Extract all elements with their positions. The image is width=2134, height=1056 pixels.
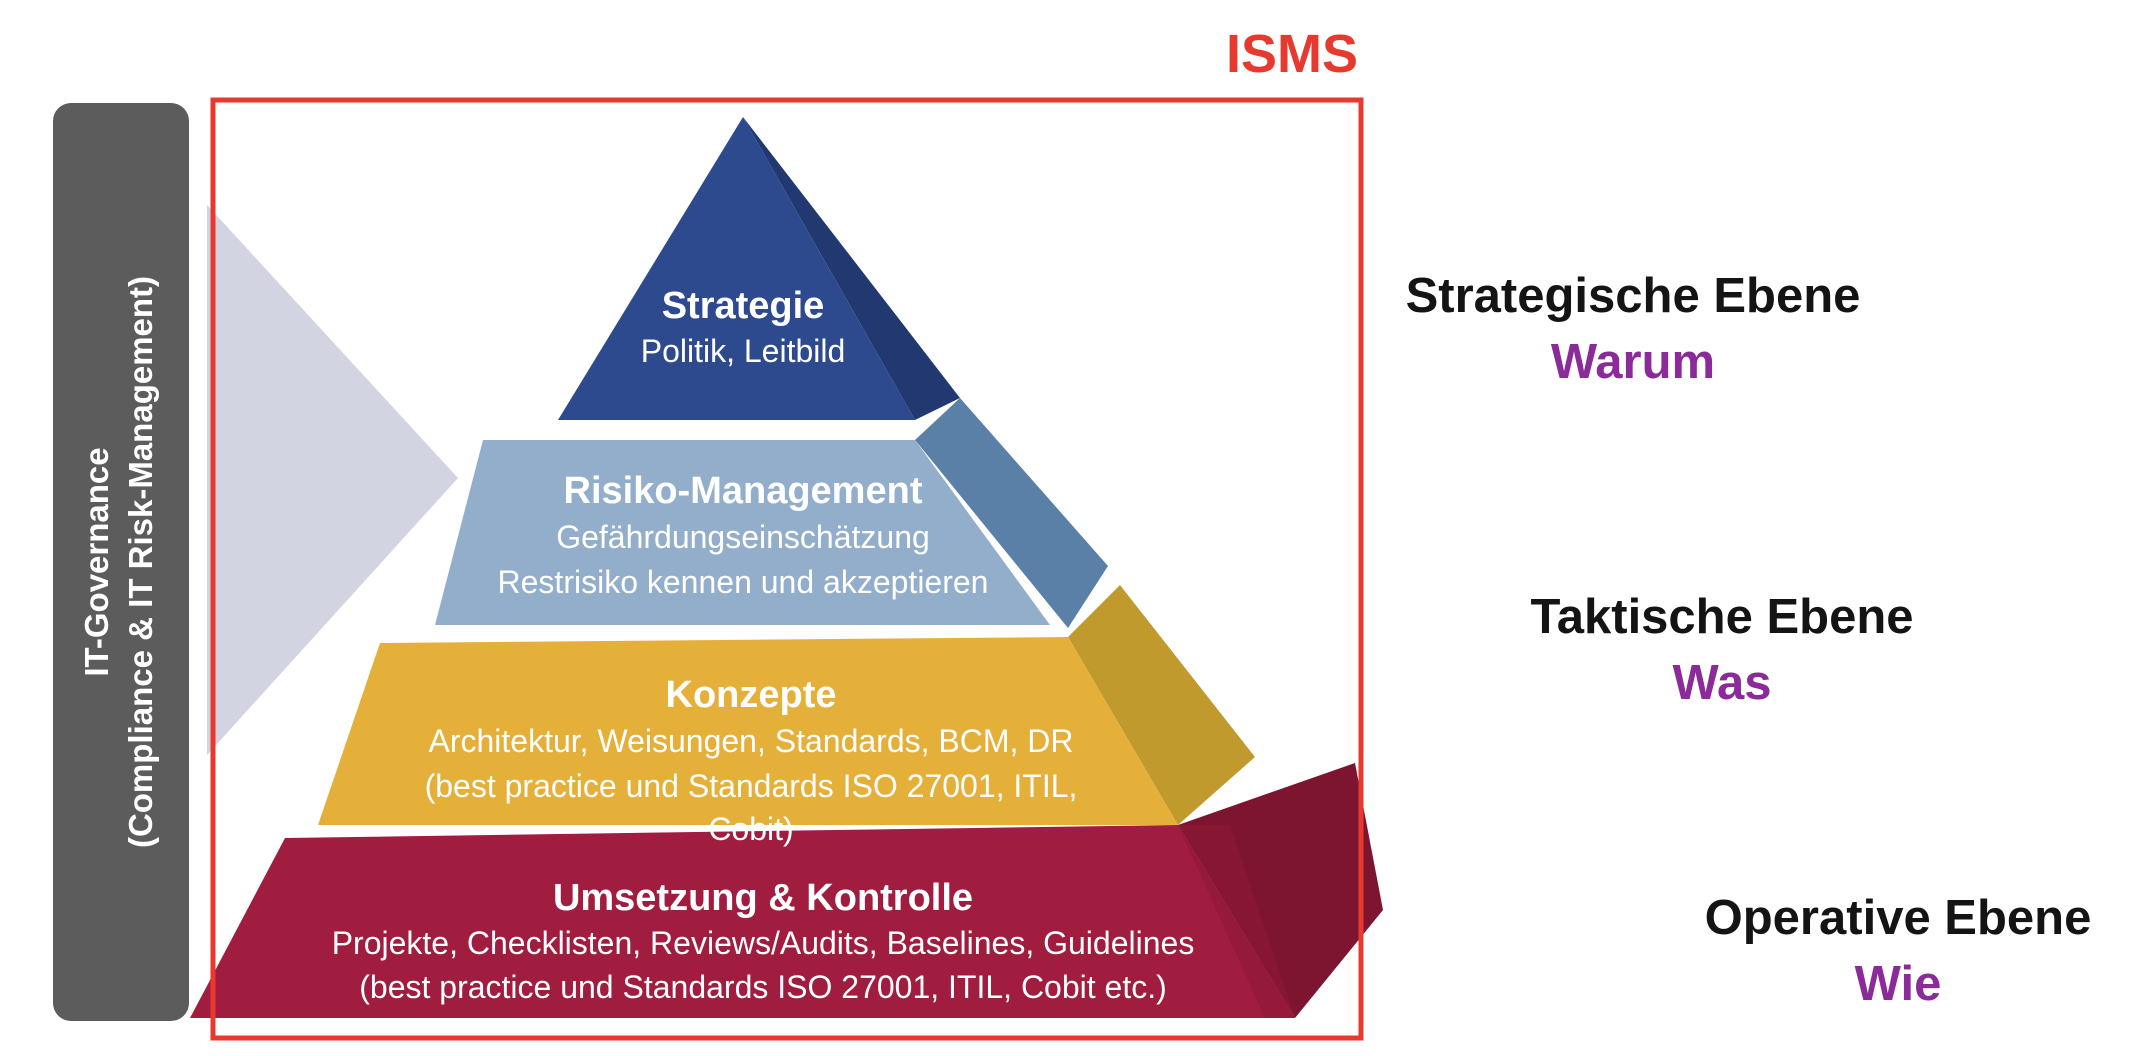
wie-label: Wie xyxy=(1855,957,1942,1011)
konzepte-side-face xyxy=(1068,585,1255,825)
warum-label: Warum xyxy=(1551,335,1715,389)
risiko-text-2: Restrisiko kennen und akzeptieren xyxy=(498,564,989,600)
umsetzung-title: Umsetzung & Kontrolle xyxy=(553,877,973,919)
umsetzung-tier-shade xyxy=(1178,825,1295,1018)
isms-label: ISMS xyxy=(1226,24,1358,84)
umsetzung-tier xyxy=(190,825,1295,1018)
was-label: Was xyxy=(1673,656,1772,710)
strategie-tier xyxy=(558,117,915,420)
strategische-ebene-label: Strategische Ebene xyxy=(1406,269,1861,323)
umsetzung-text-2: (best practice und Standards ISO 27001, … xyxy=(359,969,1167,1005)
taktische-ebene-label: Taktische Ebene xyxy=(1530,590,1913,644)
governance-label-line1: IT-Governance xyxy=(78,447,115,676)
risiko-text-1: Gefährdungseinschätzung xyxy=(556,519,930,555)
konzepte-text-3: Cobit) xyxy=(708,811,793,847)
risiko-side-face xyxy=(915,398,1108,628)
umsetzung-text-1: Projekte, Checklisten, Reviews/Audits, B… xyxy=(332,925,1195,961)
governance-label-line2: (Compliance & IT Risk-Management) xyxy=(122,276,159,848)
strategie-text: Politik, Leitbild xyxy=(641,333,846,369)
strategie-side-face xyxy=(743,117,960,420)
konzepte-text-2: (best practice und Standards ISO 27001, … xyxy=(425,768,1078,804)
governance-bar xyxy=(53,103,189,1021)
konzepte-text-1: Architektur, Weisungen, Standards, BCM, … xyxy=(428,723,1073,759)
operative-ebene-label: Operative Ebene xyxy=(1705,891,2092,945)
konzepte-title: Konzepte xyxy=(666,674,837,716)
konzepte-tier xyxy=(318,637,1178,825)
strategie-title: Strategie xyxy=(662,285,825,327)
risiko-title: Risiko-Management xyxy=(564,470,923,512)
isms-frame xyxy=(210,97,1364,1041)
governance-pointer-triangle xyxy=(207,205,458,755)
risiko-tier xyxy=(435,440,1050,625)
